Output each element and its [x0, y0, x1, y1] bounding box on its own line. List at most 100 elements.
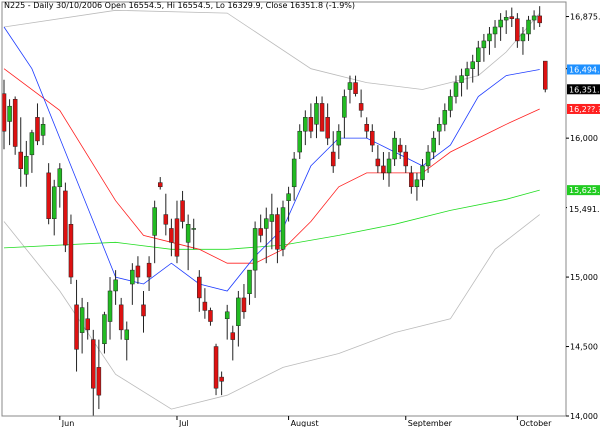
candle-body — [57, 168, 63, 188]
candle — [107, 277, 113, 340]
candle — [197, 270, 202, 312]
candle — [342, 89, 347, 139]
candle — [135, 256, 141, 285]
candle-body — [464, 68, 470, 76]
candle-body — [436, 124, 442, 132]
candle — [247, 269, 252, 305]
y-tick-label: 15,000 — [570, 273, 598, 282]
candle-body — [29, 132, 35, 156]
candle — [146, 256, 152, 291]
candle — [12, 96, 18, 155]
candle-body — [24, 155, 29, 175]
x-tick-label: Jun — [61, 419, 75, 427]
candle — [375, 145, 381, 173]
y-tick-label: 16,875.4 — [570, 13, 600, 22]
candle-body — [297, 130, 302, 153]
candle — [174, 200, 180, 264]
candle — [236, 290, 241, 347]
candle — [118, 297, 124, 340]
ma-long-line — [3, 189, 540, 250]
candle — [96, 339, 102, 410]
value-label: 15,491.6 — [567, 203, 600, 214]
candle — [46, 163, 51, 225]
candle-body — [537, 15, 542, 24]
candle — [336, 124, 342, 159]
candle-body — [470, 61, 475, 69]
candle — [130, 263, 135, 305]
candle-body — [264, 218, 269, 229]
candle-body — [319, 103, 325, 132]
candle — [79, 297, 85, 354]
candle — [152, 200, 157, 264]
candle-body — [364, 124, 369, 132]
candle-body — [403, 151, 409, 167]
candle-body — [392, 137, 397, 160]
candle — [24, 140, 29, 187]
candle-body — [51, 186, 57, 219]
candle-body — [35, 117, 40, 142]
candle — [286, 186, 291, 222]
candle-body — [185, 224, 191, 243]
candle — [185, 214, 191, 271]
candle-body — [202, 301, 208, 311]
candle-body — [425, 151, 431, 167]
candle — [269, 193, 275, 250]
candle — [397, 138, 403, 159]
candle — [180, 190, 185, 229]
candle — [498, 13, 503, 41]
x-tick-label: August — [291, 419, 319, 427]
candle — [414, 172, 420, 201]
candle-body — [526, 19, 531, 35]
candle-body — [208, 310, 213, 322]
candle — [275, 207, 280, 264]
candle-body — [252, 228, 258, 271]
candle-body — [157, 182, 163, 188]
candle-body — [448, 96, 453, 111]
candle-body — [191, 228, 196, 230]
value-label-bg — [567, 84, 600, 95]
candle-body — [397, 144, 403, 153]
candle — [63, 182, 68, 253]
candle-body — [314, 103, 319, 125]
candle — [509, 7, 515, 28]
candle-body — [74, 304, 79, 350]
candle-body — [342, 96, 347, 118]
candle-body — [40, 124, 46, 136]
candle — [476, 40, 481, 76]
candle-body — [85, 318, 90, 331]
candle-body — [520, 33, 526, 42]
candle — [1, 79, 7, 150]
candle — [230, 325, 236, 361]
value-label: 16,351.8 — [567, 84, 600, 95]
value-label-text: 15,625.8 — [569, 186, 600, 195]
value-label-text: 16,2??.? — [569, 105, 600, 114]
value-label-text: 16,351.8 — [569, 85, 600, 94]
candle-body — [498, 19, 503, 28]
candle — [386, 152, 392, 187]
candle-body — [1, 93, 7, 132]
candle — [40, 117, 46, 146]
candle — [51, 179, 57, 236]
candle — [325, 103, 330, 146]
candle-body — [531, 15, 537, 21]
candle — [319, 96, 325, 132]
candle-body — [330, 151, 336, 167]
candle-body — [375, 158, 381, 167]
candle-body — [174, 218, 180, 257]
value-label-bg — [567, 185, 600, 196]
candle — [442, 103, 448, 132]
candle-body — [420, 165, 425, 181]
candle-body — [236, 297, 241, 326]
candle-body — [269, 214, 275, 222]
candle — [543, 60, 548, 93]
candle — [29, 129, 35, 173]
ma-short-line — [3, 26, 540, 292]
candle-body — [459, 75, 464, 83]
candle-body — [336, 130, 342, 146]
candle — [7, 99, 12, 146]
y-tick-label: 14,000 — [570, 412, 598, 421]
value-label: 15,625.8 — [567, 185, 600, 196]
candle-body — [431, 137, 436, 153]
candle — [515, 13, 520, 48]
candle-body — [197, 276, 202, 299]
